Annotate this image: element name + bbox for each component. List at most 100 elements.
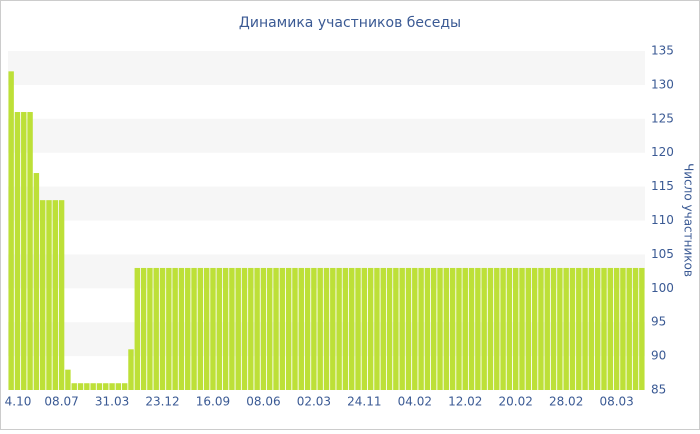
y-tick-label: 135 xyxy=(651,44,674,58)
bar xyxy=(292,267,298,390)
x-tick-label: 23.12 xyxy=(145,395,179,409)
bar xyxy=(632,267,639,390)
bar xyxy=(317,267,323,390)
bar xyxy=(412,267,418,390)
bar xyxy=(185,267,191,390)
bar xyxy=(405,267,412,390)
bar xyxy=(424,267,431,390)
bar xyxy=(393,267,399,390)
bar xyxy=(210,267,216,390)
x-tick-label: 16.09 xyxy=(196,395,230,409)
bar xyxy=(443,267,450,390)
bar xyxy=(267,267,273,390)
bar xyxy=(431,267,437,390)
bar xyxy=(582,267,588,390)
bar xyxy=(601,267,607,390)
bar xyxy=(538,267,544,390)
y-tick-label: 100 xyxy=(651,281,674,295)
bar xyxy=(437,267,443,390)
bar xyxy=(279,267,286,390)
bar xyxy=(229,267,235,390)
bar xyxy=(46,200,52,390)
bar xyxy=(330,267,336,390)
bar xyxy=(254,267,260,390)
bar xyxy=(285,267,292,390)
bar xyxy=(27,112,33,391)
bar xyxy=(84,383,90,390)
bar xyxy=(349,267,355,390)
chart-title: Динамика участников беседы xyxy=(239,15,461,31)
bar xyxy=(323,267,330,390)
bar xyxy=(374,267,380,390)
grid-band xyxy=(8,51,645,85)
bar xyxy=(506,267,513,390)
y-tick-label: 90 xyxy=(651,349,666,363)
bar xyxy=(140,267,147,390)
bar xyxy=(260,267,267,390)
bar xyxy=(241,267,248,390)
grid-band xyxy=(8,186,645,221)
bar xyxy=(399,267,405,390)
bar xyxy=(519,267,525,390)
bar xyxy=(531,267,538,390)
y-axis-label: Число участников xyxy=(682,163,696,277)
y-tick-label: 115 xyxy=(651,179,674,193)
bar xyxy=(342,267,349,390)
bar xyxy=(197,267,204,390)
bar xyxy=(71,383,77,390)
y-tick-label: 130 xyxy=(651,77,674,91)
x-tick-label: 04.02 xyxy=(398,395,432,409)
bar xyxy=(487,267,494,390)
bar xyxy=(361,267,368,390)
bar xyxy=(21,112,27,391)
x-tick-label: 08.07 xyxy=(44,395,78,409)
bar xyxy=(128,349,134,390)
x-tick-label: 4.10 xyxy=(5,395,32,409)
bar xyxy=(191,267,197,390)
grid-band xyxy=(8,118,645,153)
bar xyxy=(96,383,103,390)
bar xyxy=(248,267,254,390)
x-tick-label: 28.02 xyxy=(549,395,583,409)
bar xyxy=(222,267,229,390)
y-tick-label: 95 xyxy=(651,315,666,329)
bar xyxy=(468,267,475,390)
bar xyxy=(298,267,304,390)
bar xyxy=(65,369,71,390)
bar xyxy=(557,267,563,390)
bar xyxy=(304,267,311,390)
bar xyxy=(273,267,279,390)
bar xyxy=(563,267,569,390)
bar xyxy=(90,383,96,390)
bar xyxy=(475,267,481,390)
bar xyxy=(500,267,506,390)
bar xyxy=(178,267,185,390)
y-tick-label: 105 xyxy=(651,247,674,261)
bar xyxy=(172,267,178,390)
bar xyxy=(494,267,500,390)
x-tick-label: 08.03 xyxy=(599,395,633,409)
x-tick-label: 31.03 xyxy=(95,395,129,409)
bar xyxy=(166,267,172,390)
bar xyxy=(203,267,210,390)
bar xyxy=(109,383,115,390)
bar xyxy=(58,200,65,390)
bar xyxy=(121,383,128,390)
bar xyxy=(626,267,632,390)
bar xyxy=(103,383,109,390)
bar xyxy=(550,267,557,390)
bar xyxy=(613,267,620,390)
bar xyxy=(525,267,532,390)
y-tick-label: 85 xyxy=(651,383,666,397)
bar xyxy=(39,200,46,390)
bar xyxy=(14,112,21,391)
bar xyxy=(418,267,424,390)
bar xyxy=(620,267,626,390)
bar xyxy=(52,200,59,390)
x-tick-label: 20.02 xyxy=(499,395,533,409)
bar xyxy=(33,173,40,390)
bar xyxy=(355,267,361,390)
bar xyxy=(367,267,374,390)
bar xyxy=(449,267,456,390)
